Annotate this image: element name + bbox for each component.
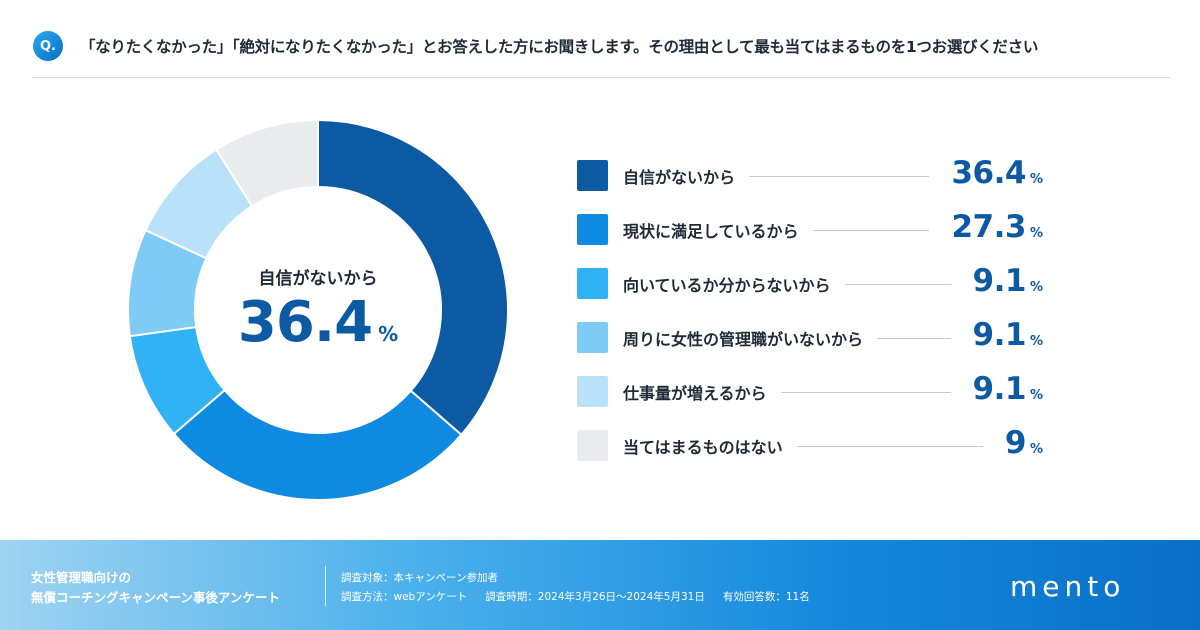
legend-value-unit: % bbox=[1029, 334, 1043, 349]
legend-value-number: 27.3 bbox=[951, 209, 1026, 245]
legend-swatch bbox=[577, 430, 608, 461]
survey-responses: 有効回答数：11名 bbox=[722, 591, 810, 603]
survey-method: 調査方法：webアンケート bbox=[341, 591, 468, 603]
legend-label: 仕事量が増えるから bbox=[623, 384, 767, 403]
legend-value-number: 36.4 bbox=[951, 155, 1026, 191]
legend-label: 向いているか分からないから bbox=[623, 276, 831, 295]
legend-swatch bbox=[577, 376, 608, 407]
survey-title-line1: 女性管理職向けの bbox=[31, 570, 132, 585]
center-value-unit: % bbox=[378, 322, 399, 346]
footer-divider bbox=[325, 566, 326, 606]
survey-meta: 調査対象：本キャンペーン参加者 調査方法：webアンケート 調査時期：2024年3… bbox=[341, 569, 810, 607]
legend-value-unit: % bbox=[1029, 388, 1043, 403]
footer: 女性管理職向けの 無償コーチングキャンペーン事後アンケート 調査対象：本キャンペ… bbox=[0, 540, 1200, 630]
donut-chart bbox=[127, 118, 509, 501]
legend-leader-line bbox=[813, 230, 929, 231]
donut-slice-1 bbox=[317, 118, 509, 437]
legend-value: 9.1% bbox=[973, 317, 1043, 353]
legend-value-unit: % bbox=[1029, 226, 1043, 241]
center-value: 36.4% bbox=[198, 290, 438, 355]
legend-label: 現状に満足しているから bbox=[623, 222, 799, 241]
survey-details: 調査方法：webアンケート 調査時期：2024年3月26日～2024年5月31日 有… bbox=[341, 588, 810, 607]
legend-value-unit: % bbox=[1029, 280, 1043, 295]
legend-leader-line bbox=[877, 338, 951, 339]
question-icon: Q. bbox=[33, 31, 63, 61]
legend-leader-line bbox=[797, 446, 983, 447]
legend-row: 仕事量が増えるから 9.1% bbox=[577, 363, 1057, 417]
header-divider bbox=[32, 77, 1170, 78]
legend-value: 9% bbox=[1005, 425, 1043, 461]
donut-slice-6 bbox=[214, 118, 319, 208]
survey-period: 調査時期：2024年3月26日～2024年5月31日 bbox=[485, 591, 705, 603]
legend-label: 周りに女性の管理職がいないから bbox=[623, 330, 864, 349]
question-header: Q. 「なりたくなかった」「絶対になりたくなかった」とお答えした方にお聞きします… bbox=[0, 0, 1200, 78]
legend-leader-line bbox=[781, 392, 951, 393]
question-text: 「なりたくなかった」「絶対になりたくなかった」とお答えした方にお聞きします。その… bbox=[80, 38, 1039, 56]
legend-row: 自信がないから 36.4% bbox=[577, 147, 1057, 201]
survey-target: 調査対象：本キャンペーン参加者 bbox=[341, 572, 498, 584]
center-value-number: 36.4 bbox=[237, 290, 373, 355]
legend-swatch bbox=[577, 214, 608, 245]
legend-swatch bbox=[577, 160, 608, 191]
mento-logo: mento bbox=[1010, 570, 1126, 603]
legend-value-number: 9 bbox=[1004, 425, 1027, 461]
legend-value: 36.4% bbox=[951, 155, 1043, 191]
legend-value-number: 9.1 bbox=[972, 371, 1027, 407]
chart-legend: 自信がないから 36.4% 現状に満足しているから 27.3% 向いているか分からないか… bbox=[577, 147, 1057, 471]
legend-leader-line bbox=[845, 284, 951, 285]
legend-value: 9.1% bbox=[973, 263, 1043, 299]
center-label: 自信がないから bbox=[258, 269, 378, 289]
legend-value: 9.1% bbox=[973, 371, 1043, 407]
legend-leader-line bbox=[749, 176, 929, 177]
survey-title-line2: 無償コーチングキャンペーン事後アンケート bbox=[31, 590, 280, 605]
legend-value-number: 9.1 bbox=[972, 263, 1027, 299]
legend-label: 当てはまるものはない bbox=[623, 438, 783, 457]
legend-value: 27.3% bbox=[951, 209, 1043, 245]
survey-title: 女性管理職向けの 無償コーチングキャンペーン事後アンケート bbox=[31, 568, 280, 608]
legend-row: 周りに女性の管理職がいないから 9.1% bbox=[577, 309, 1057, 363]
legend-value-unit: % bbox=[1029, 442, 1043, 457]
donut-slice-2 bbox=[172, 388, 463, 501]
legend-row: 当てはまるものはない 9% bbox=[577, 417, 1057, 471]
legend-row: 現状に満足しているから 27.3% bbox=[577, 201, 1057, 255]
legend-value-number: 9.1 bbox=[972, 317, 1027, 353]
legend-value-unit: % bbox=[1029, 172, 1043, 187]
legend-row: 向いているか分からないから 9.1% bbox=[577, 255, 1057, 309]
legend-label: 自信がないから bbox=[623, 168, 736, 187]
legend-swatch bbox=[577, 268, 608, 299]
legend-swatch bbox=[577, 322, 608, 353]
